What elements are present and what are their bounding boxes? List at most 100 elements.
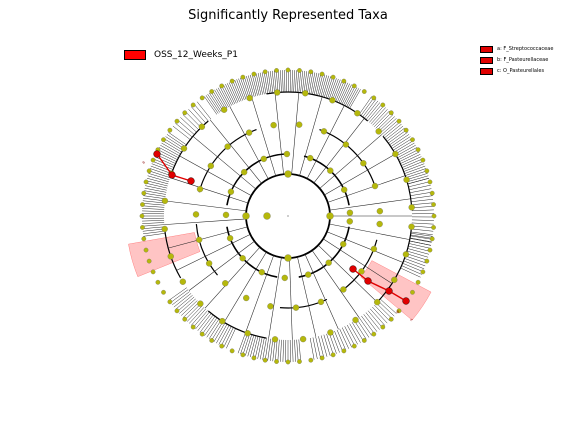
leaf-line (211, 321, 224, 341)
leaf-line (410, 234, 433, 239)
leaf-line (370, 107, 386, 125)
leaf-line (334, 330, 343, 352)
leaf-line (377, 114, 394, 131)
tree-node (296, 121, 303, 128)
leaf-line (393, 138, 412, 151)
tree-node (251, 355, 257, 361)
leaf-line (162, 140, 182, 153)
tree-arc (266, 91, 369, 122)
leaf-line (225, 84, 236, 105)
tree-node (241, 169, 248, 176)
significant-node (402, 297, 410, 305)
tree-node (284, 254, 292, 262)
tree-node (420, 269, 426, 275)
leaf-line (374, 304, 390, 322)
leaf-line (296, 339, 299, 362)
leaf-line (276, 70, 279, 93)
leaf-line (378, 300, 395, 317)
leaf-line (341, 84, 352, 105)
leaf-line (248, 75, 255, 97)
tree-node (205, 260, 213, 267)
tree-arc (298, 226, 350, 278)
leaf-line (280, 339, 282, 362)
tree-node (415, 147, 421, 153)
leaf-line (388, 130, 407, 144)
leaf-line (292, 339, 294, 362)
tree-node (352, 316, 359, 324)
tree-node (360, 160, 367, 167)
leaf-line (142, 203, 165, 206)
tree-node (243, 294, 250, 302)
tree-node (283, 150, 291, 158)
leaf-line (410, 195, 433, 199)
leaf-line (407, 248, 429, 255)
tree-node (424, 258, 430, 264)
leaf-line (398, 149, 419, 160)
branch-line (192, 136, 257, 190)
leaf-line (161, 142, 181, 155)
tree-node (396, 308, 402, 314)
branch-line (329, 223, 410, 240)
group-legend-swatch (124, 50, 146, 60)
leaf-line (282, 70, 284, 93)
tree-node (143, 179, 149, 185)
leaf-line (181, 300, 198, 316)
tree-node (143, 247, 149, 253)
leaf-line (208, 320, 222, 339)
leaf-line (298, 339, 301, 362)
tree-node (391, 276, 398, 284)
leaf-line (295, 70, 297, 93)
tree-node (305, 271, 312, 278)
leaf-line (360, 97, 374, 116)
clade-legend-entry: c: O_Pasteurellales (480, 66, 553, 76)
branch-line (251, 97, 276, 176)
tree-node (388, 316, 394, 322)
leaf-line (386, 127, 405, 142)
leaf-line (333, 80, 343, 101)
tree-node (251, 71, 257, 77)
leaf-line (324, 76, 331, 98)
leaf-line (312, 72, 318, 95)
leaf-line (195, 311, 210, 330)
leaf-line (404, 165, 426, 174)
leaf-line (249, 335, 257, 358)
tree-node (340, 240, 347, 248)
leaf-line (221, 85, 232, 106)
leaf-line (142, 224, 165, 227)
tree-node (242, 212, 250, 220)
leaf-line (272, 70, 275, 93)
branch-line (299, 96, 323, 176)
tree-node (376, 208, 384, 215)
tree-node (351, 343, 357, 349)
tree-node (308, 69, 314, 75)
leaf-line (408, 245, 430, 252)
tree-node (408, 223, 415, 230)
highlight-wedge (360, 260, 432, 321)
leaf-line (410, 233, 433, 237)
leaf-line (274, 70, 277, 93)
branch-line (188, 241, 255, 291)
branch-line (274, 92, 284, 175)
tree-node (346, 209, 354, 216)
leaf-line (259, 72, 265, 95)
tree-node (167, 127, 173, 133)
leaf-line (406, 173, 428, 180)
leaf-line (175, 122, 193, 138)
tree-node (270, 121, 277, 129)
tree-node (285, 67, 291, 73)
tree-node (227, 188, 235, 195)
leaf-line (146, 180, 168, 187)
leaf-line (152, 161, 174, 170)
tree-node (226, 235, 234, 242)
leaf-line (343, 85, 354, 106)
tree-node (327, 329, 334, 336)
leaf-line (143, 192, 166, 197)
leaf-line (319, 74, 326, 97)
leaf-line (373, 110, 390, 127)
leaf-line (269, 71, 274, 93)
tree-node (361, 338, 367, 343)
leaf-line (328, 78, 337, 100)
branch-line (169, 177, 249, 204)
tree-node (308, 357, 314, 363)
leaf-line (382, 121, 400, 137)
